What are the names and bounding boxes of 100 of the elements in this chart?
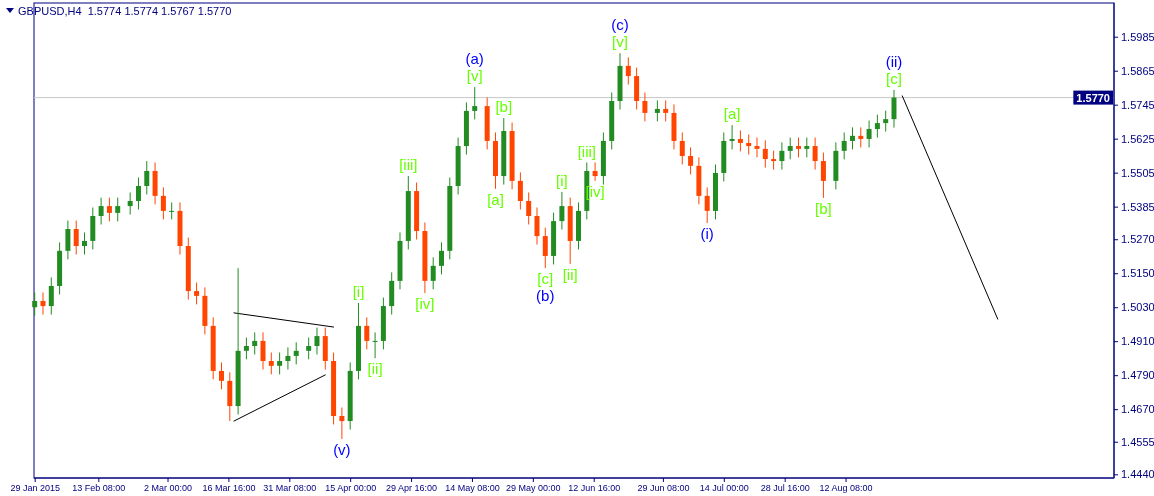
- y-tick-label: 1.5505: [1121, 166, 1154, 179]
- y-tick-label: 1.5150: [1121, 267, 1154, 280]
- x-tick-label: 12 Jun 16:00: [568, 483, 621, 494]
- annotation: [b]: [815, 200, 832, 218]
- candlestick: [32, 291, 38, 317]
- annotation: [ii]: [562, 266, 578, 284]
- candlestick: [559, 191, 565, 231]
- candlestick: [542, 227, 548, 269]
- annotation: [ii]: [367, 360, 383, 378]
- x-tick-label: 14 Jul 00:00: [699, 483, 749, 494]
- candlestick: [169, 201, 175, 220]
- x-tick-label: 2 Mar 00:00: [144, 483, 193, 494]
- x-tick-label: 29 May 00:00: [506, 483, 561, 494]
- annotation: [i]: [556, 172, 568, 190]
- candlestick: [372, 331, 378, 359]
- candlestick: [430, 256, 436, 290]
- candlestick: [737, 129, 743, 152]
- annotation: [c]: [537, 270, 554, 288]
- candlestick: [339, 406, 345, 440]
- candlestick: [268, 352, 274, 375]
- annotation: [b]: [495, 98, 513, 116]
- candlestick: [883, 110, 889, 133]
- candlestick: [439, 241, 444, 275]
- candlestick: [891, 89, 897, 129]
- candlestick: [679, 131, 685, 165]
- candlestick: [127, 191, 133, 216]
- candlestick: [219, 361, 224, 390]
- y-tick-label: 1.4440: [1121, 468, 1154, 481]
- candlestick: [812, 137, 818, 171]
- candlestick: [762, 139, 768, 169]
- candlestick: [65, 220, 71, 260]
- candlestick: [804, 137, 810, 158]
- x-tick-label: 16 Mar 16:00: [202, 483, 256, 494]
- annotation: (i): [700, 225, 714, 243]
- x-tick-label: 12 Aug 08:00: [819, 483, 873, 494]
- annotation: [a]: [487, 191, 504, 209]
- y-tick-label: 1.5270: [1121, 233, 1154, 246]
- candlestick: [135, 176, 141, 210]
- candlestick: [48, 276, 54, 316]
- annotation: [v]: [612, 33, 628, 51]
- candlestick: [243, 337, 249, 360]
- candlestick: [820, 152, 826, 199]
- annotation: (b): [536, 287, 555, 305]
- candlestick: [293, 341, 299, 365]
- y-tick-label: 1.5030: [1121, 301, 1154, 314]
- annotation: (a): [465, 50, 484, 68]
- y-tick-label: 1.5985: [1121, 30, 1154, 43]
- candlestick: [654, 99, 660, 122]
- candlestick: [746, 133, 752, 156]
- annotation: (c): [611, 16, 629, 34]
- candlestick: [160, 186, 166, 220]
- x-tick-label: 28 Jul 16:00: [760, 483, 810, 494]
- candlestick: [787, 137, 793, 160]
- candlestick: [779, 141, 785, 171]
- candlestick: [106, 197, 112, 222]
- y-tick-label: 1.5385: [1121, 200, 1154, 213]
- y-tick-label: 1.4670: [1121, 403, 1154, 416]
- annotation: [v]: [466, 67, 483, 85]
- candlestick: [849, 126, 855, 150]
- candlestick: [663, 99, 669, 122]
- x-tick-label: 14 May 08:00: [445, 483, 500, 494]
- candlestick: [534, 207, 540, 246]
- candlestick: [866, 120, 872, 148]
- annotation: (v): [333, 441, 351, 459]
- candlestick: [115, 197, 121, 222]
- candlestick: [252, 331, 258, 356]
- candlestick: [144, 160, 150, 195]
- annotation: [c]: [886, 70, 902, 88]
- candlestick: [285, 346, 291, 371]
- candlestick: [625, 56, 631, 86]
- candlestick: [729, 124, 735, 150]
- annotation: [a]: [723, 105, 741, 123]
- candlestick: [704, 186, 710, 224]
- candlestick: [688, 146, 694, 175]
- x-tick-label: 29 Apr 16:00: [386, 483, 438, 494]
- candlestick: [841, 131, 847, 160]
- chart-title: GBPUSD,H4 1.5774 1.5774 1.5767 1.5770: [18, 5, 232, 17]
- candlestick: [73, 220, 79, 256]
- candlestick: [874, 114, 880, 139]
- candlestick: [526, 191, 532, 225]
- y-tick-label: 1.4555: [1121, 435, 1154, 448]
- candlestick: [642, 92, 648, 122]
- y-tick-label: 1.5865: [1121, 64, 1154, 77]
- candlestick: [517, 171, 523, 210]
- annotation: [i]: [352, 283, 365, 301]
- candlestick: [82, 231, 87, 256]
- x-tick-label: 29 Jun 08:00: [637, 483, 690, 494]
- candlestick: [194, 282, 200, 305]
- x-tick-label: 15 Apr 00:00: [325, 483, 377, 494]
- annotation: (ii): [885, 53, 903, 71]
- candlestick: [364, 316, 370, 350]
- candlestick: [98, 197, 104, 225]
- candlestick: [592, 161, 598, 182]
- candlestick: [796, 137, 801, 158]
- annotation: [iii]: [399, 156, 418, 174]
- y-tick-label: 1.4910: [1121, 335, 1154, 348]
- x-tick-label: 31 Mar 08:00: [263, 483, 317, 494]
- y-tick-label: 1.5745: [1121, 98, 1154, 111]
- candlestick: [858, 126, 864, 148]
- candlestick: [472, 86, 478, 120]
